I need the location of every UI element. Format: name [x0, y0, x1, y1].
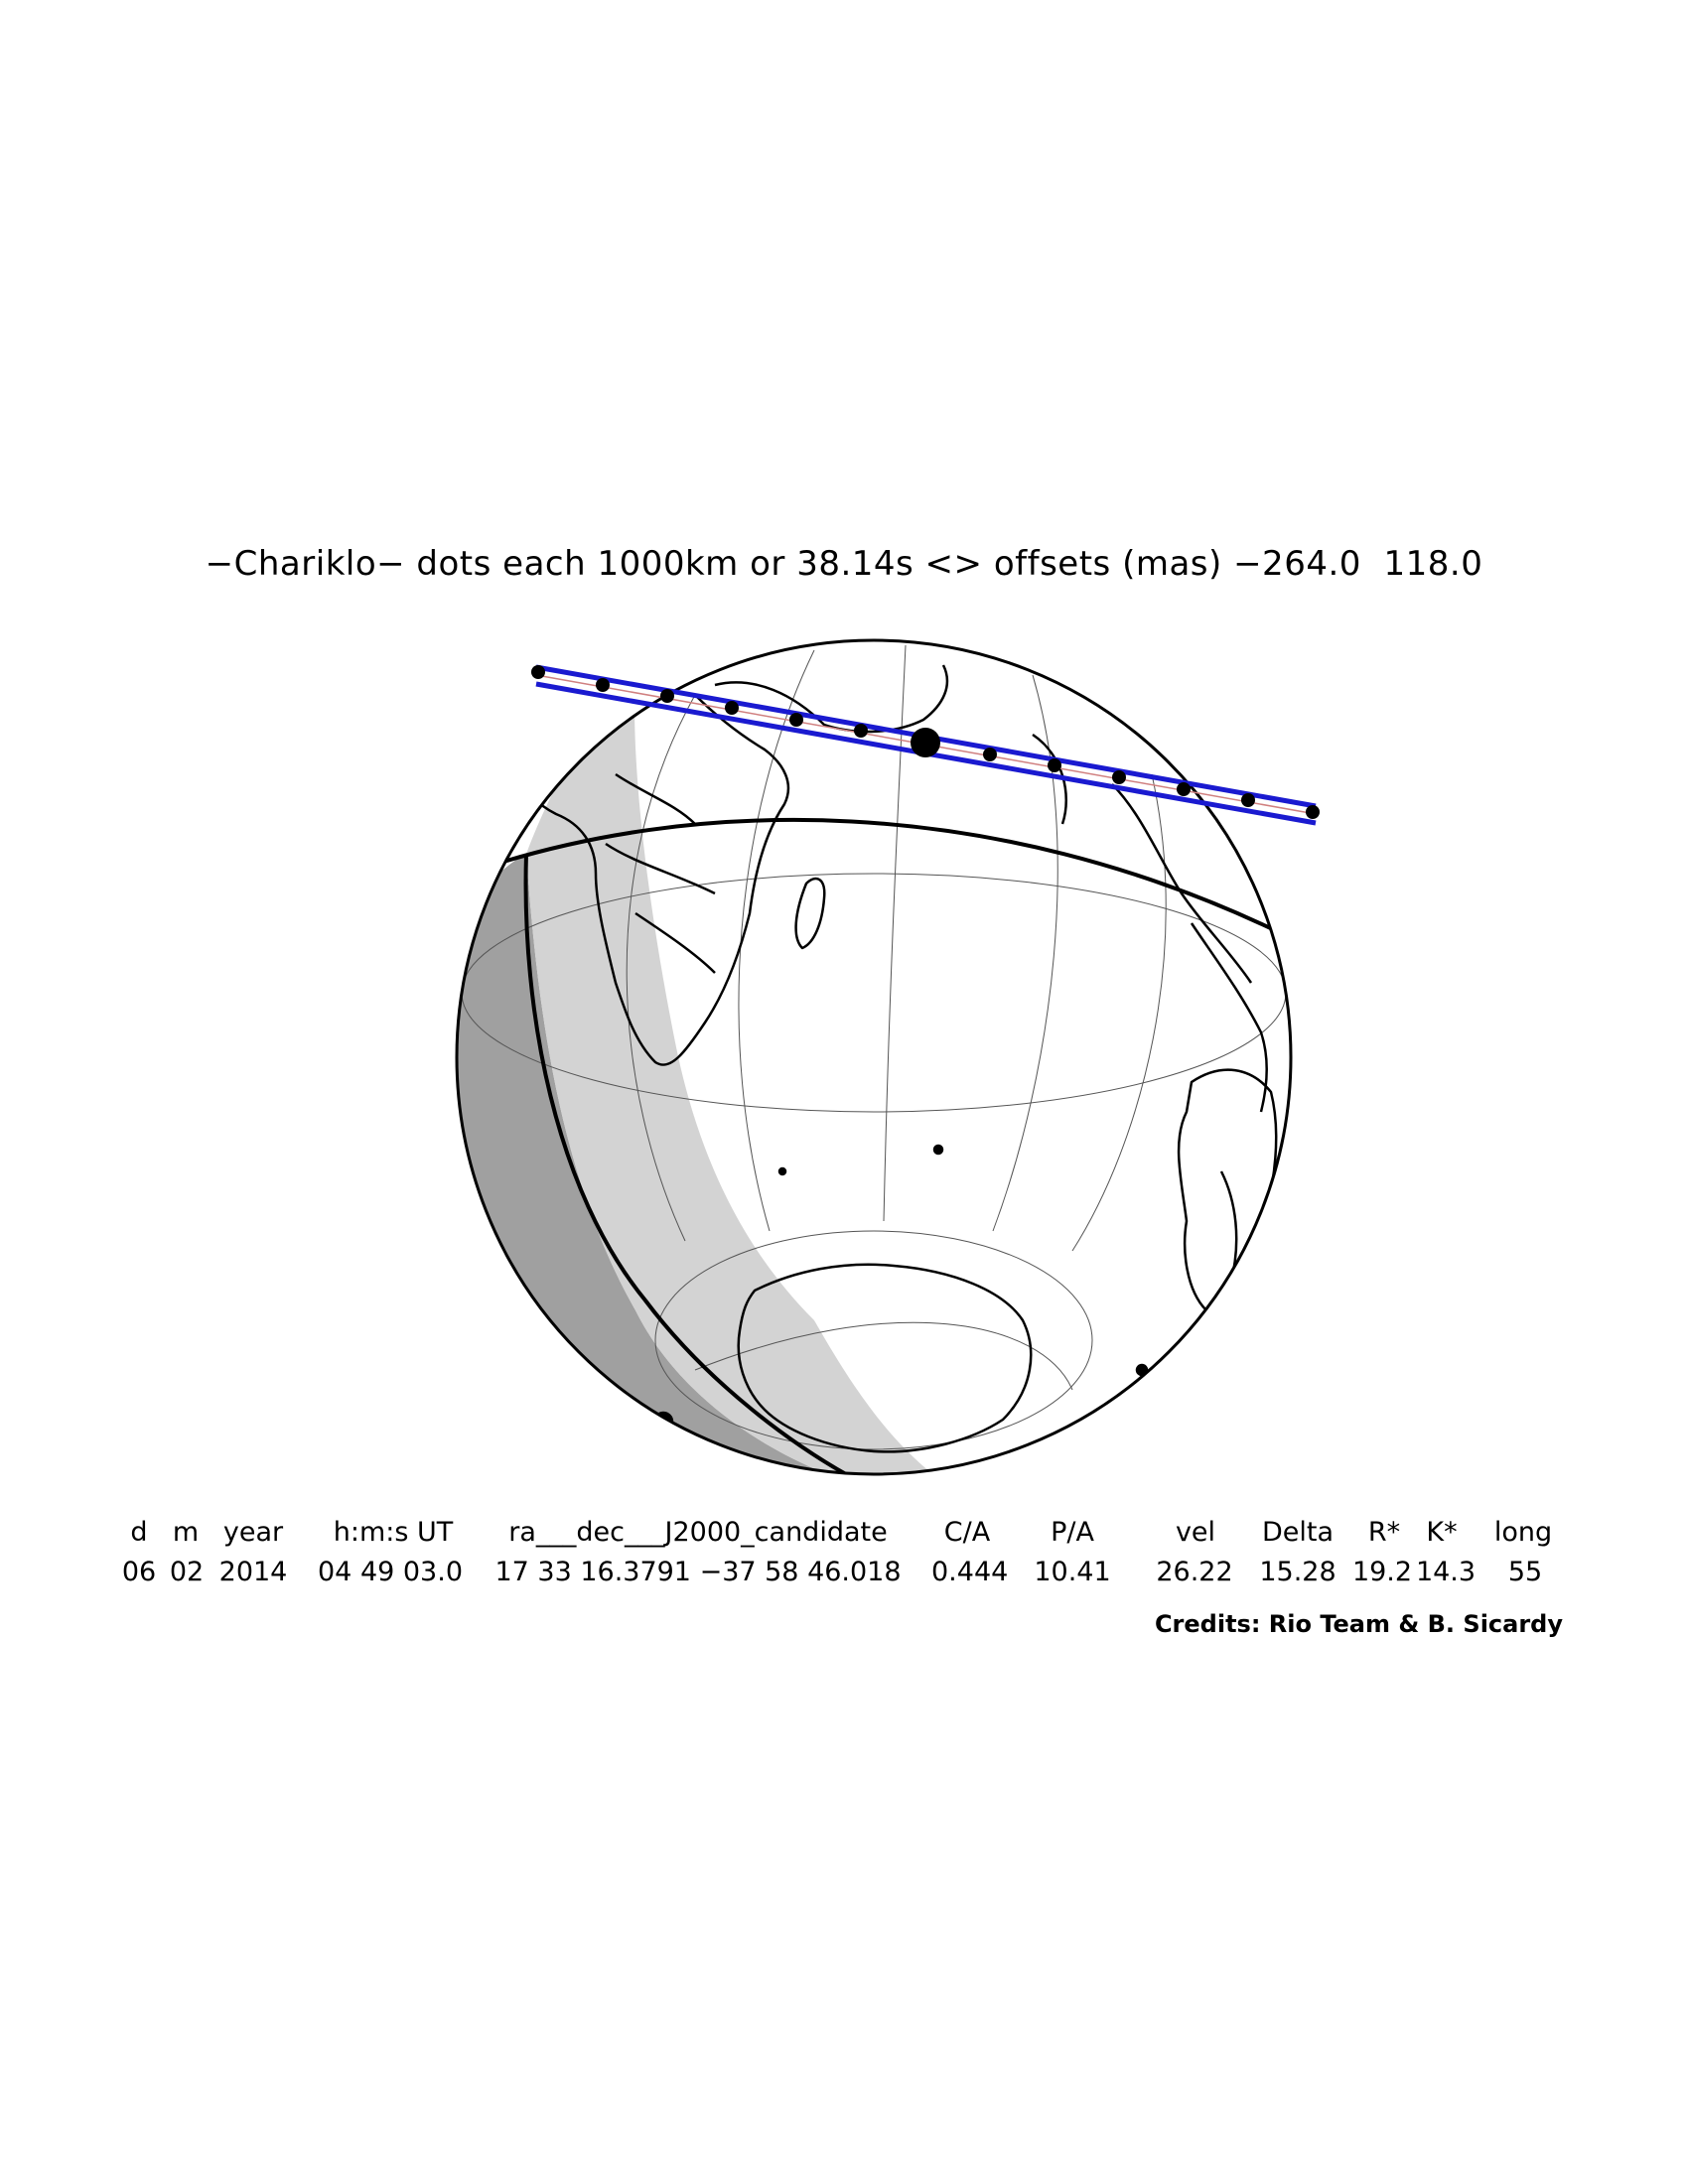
header-m: m — [172, 1517, 200, 1548]
value-year: 2014 — [218, 1557, 288, 1587]
track-dot — [1306, 805, 1320, 819]
header-long: long — [1493, 1517, 1553, 1548]
value-m: 02 — [169, 1557, 205, 1587]
credits: Credits: Rio Team & B. Sicardy — [1154, 1610, 1563, 1638]
header-time: h:m:s UT — [333, 1517, 454, 1548]
graticule — [461, 644, 1287, 1450]
header-year: year — [222, 1517, 284, 1548]
track-dot — [596, 678, 610, 692]
header-pa: P/A — [1051, 1517, 1094, 1548]
value-kstar: 14.3 — [1415, 1557, 1477, 1587]
value-d: 06 — [121, 1557, 157, 1587]
value-vel: 26.22 — [1156, 1557, 1233, 1587]
continents — [503, 664, 1278, 1453]
map-title: −Chariklo− dots each 1000km or 38.14s <>… — [205, 544, 1483, 584]
track-dot — [1177, 782, 1191, 796]
occultation-dot-icon — [531, 665, 1320, 819]
track-dot — [854, 724, 868, 738]
track-dot — [983, 748, 997, 761]
header-kstar: K* — [1426, 1517, 1458, 1548]
value-time: 04 49 03.0 — [318, 1557, 463, 1587]
track-dot — [1241, 793, 1255, 807]
header-vel: vel — [1175, 1517, 1216, 1548]
value-rstar: 19.2 — [1351, 1557, 1413, 1587]
globe-outline — [455, 638, 1293, 1476]
track-dot — [1112, 770, 1126, 784]
header-coords: ra___dec___J2000_candidate — [508, 1517, 888, 1548]
track-dot — [725, 701, 739, 715]
track-dot — [660, 689, 674, 703]
header-delta: Delta — [1261, 1517, 1335, 1548]
track-dot — [789, 713, 803, 727]
track-dot — [1048, 758, 1061, 772]
value-pa: 10.41 — [1034, 1557, 1111, 1587]
value-ca: 0.444 — [931, 1557, 1009, 1587]
value-long: 55 — [1507, 1557, 1543, 1587]
value-coords: 17 33 16.3791 −37 58 46.018 — [494, 1557, 902, 1587]
track-dot-center — [911, 728, 940, 757]
header-ca: C/A — [943, 1517, 991, 1548]
header-d: d — [130, 1517, 148, 1548]
terminator-line — [466, 817, 1282, 1474]
value-delta: 15.28 — [1259, 1557, 1336, 1587]
track-dot — [531, 665, 545, 679]
header-rstar: R* — [1367, 1517, 1401, 1548]
